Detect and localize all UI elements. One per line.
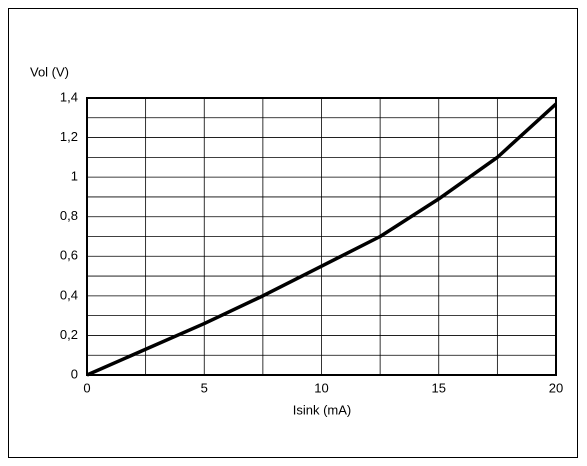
frame: [8, 8, 578, 458]
y-tick-label: 1: [71, 169, 78, 184]
x-tick-label: 5: [201, 380, 208, 395]
x-tick-label: 10: [314, 380, 328, 395]
y-tick-label: 1,2: [60, 129, 78, 144]
x-tick-label: 20: [549, 380, 563, 395]
y-tick-label: 1,4: [60, 89, 78, 104]
y-tick-label: 0,8: [60, 208, 78, 223]
x-tick-label: 15: [432, 380, 446, 395]
y-tick-label: 0,4: [60, 287, 78, 302]
plot-border: [86, 97, 557, 376]
y-tick-label: 0: [71, 366, 78, 381]
y-axis-label: Vol (V): [30, 64, 69, 79]
line: [86, 102, 558, 377]
y-tick-label: 0,2: [60, 327, 78, 342]
y-tick-label: 0,6: [60, 248, 78, 263]
x-axis-label: Isink (mA): [293, 402, 352, 417]
x-tick-label: 0: [83, 380, 90, 395]
